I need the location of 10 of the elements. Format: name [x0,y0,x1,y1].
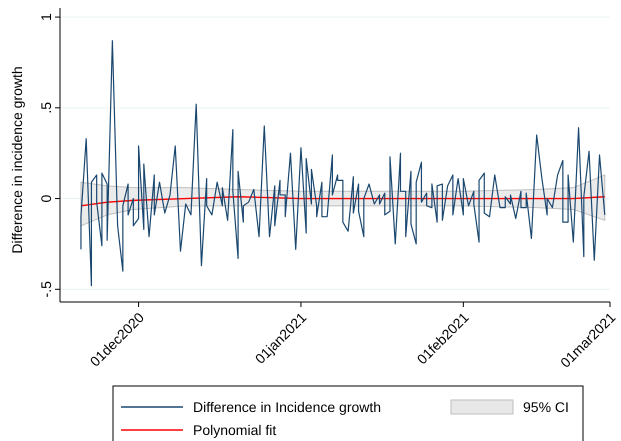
legend-label: Polynomial fit [193,422,276,438]
y-tick-label: .5 [38,102,54,114]
y-tick-label: -.5 [38,280,54,298]
text: 95% CI [523,399,569,415]
line-series [80,196,606,207]
y-tick-label: 1 [38,12,54,21]
legend-label: Difference in Incidence growth [193,399,382,415]
y-tick-label: 0 [38,194,54,202]
y-axis-title: Difference in incidence growth [9,66,25,254]
line-series [80,40,606,286]
